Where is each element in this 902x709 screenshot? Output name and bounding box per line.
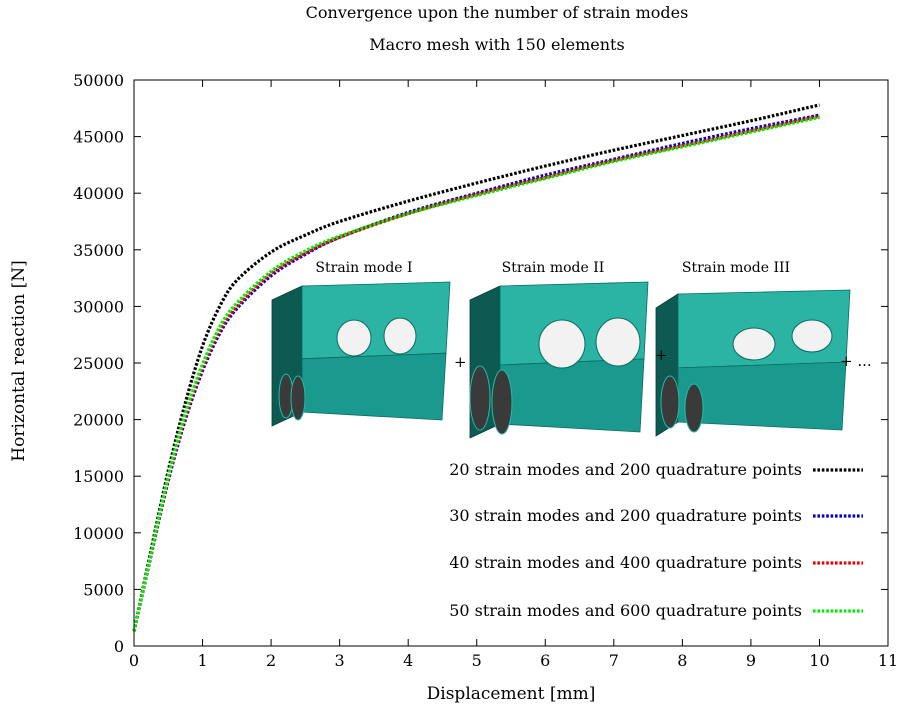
strain-mode-2-graphic bbox=[469, 281, 649, 439]
x-tick-label: 6 bbox=[540, 651, 550, 670]
y-tick-label: 0 bbox=[114, 637, 124, 656]
series-line-1 bbox=[132, 103, 820, 632]
y-tick-label: 45000 bbox=[73, 128, 124, 147]
y-tick-label: 50000 bbox=[73, 71, 124, 90]
x-tick-label: 1 bbox=[197, 651, 207, 670]
y-axis-label: Horizontal reaction [N] bbox=[9, 260, 29, 461]
y-tick-label: 30000 bbox=[73, 297, 124, 316]
y-tick-label: 15000 bbox=[73, 467, 124, 486]
series-line-4 bbox=[132, 115, 820, 632]
x-axis-label: Displacement [mm] bbox=[427, 684, 596, 704]
x-tick-label: 7 bbox=[609, 651, 619, 670]
x-tick-label: 8 bbox=[677, 651, 687, 670]
legend: 20 strain modes and 200 quadrature point… bbox=[449, 460, 863, 620]
plus-sign-3: + ... bbox=[840, 352, 872, 370]
strain-mode-label-2: Strain mode II bbox=[502, 260, 605, 276]
strain-modes-inset: Strain mode I Strain mode II Strain mode I… bbox=[271, 260, 872, 439]
x-tick-label: 10 bbox=[809, 651, 829, 670]
y-tick-label: 20000 bbox=[73, 411, 124, 430]
plus-sign-2: + bbox=[655, 346, 668, 364]
x-tick-label: 2 bbox=[266, 651, 276, 670]
strain-mode-label-1: Strain mode I bbox=[315, 260, 412, 276]
legend-label-3: 40 strain modes and 400 quadrature point… bbox=[449, 553, 802, 572]
plus-sign-1: + bbox=[454, 353, 467, 371]
chart-subtitle: Macro mesh with 150 elements bbox=[369, 35, 624, 54]
x-tick-label: 3 bbox=[335, 651, 345, 670]
axis-ticks: 0 1 2 3 4 5 6 7 8 9 10 11 0 5000 10000 15000 20000 25000 3… bbox=[73, 71, 898, 670]
x-tick-label: 9 bbox=[746, 651, 756, 670]
legend-label-4: 50 strain modes and 600 quadrature point… bbox=[449, 601, 802, 620]
y-tick-label: 5000 bbox=[83, 580, 124, 599]
series-group bbox=[132, 103, 820, 632]
x-tick-label: 5 bbox=[472, 651, 482, 670]
y-tick-label: 40000 bbox=[73, 184, 124, 203]
y-tick-label: 25000 bbox=[73, 354, 124, 373]
y-tick-label: 35000 bbox=[73, 241, 124, 260]
strain-mode-label-3: Strain mode III bbox=[682, 260, 790, 276]
strain-mode-1-graphic bbox=[271, 281, 451, 427]
legend-label-2: 30 strain modes and 200 quadrature point… bbox=[449, 506, 802, 525]
x-tick-label: 11 bbox=[878, 651, 898, 670]
legend-label-1: 20 strain modes and 200 quadrature point… bbox=[449, 460, 802, 479]
x-tick-label: 0 bbox=[129, 651, 139, 670]
x-tick-label: 4 bbox=[403, 651, 413, 670]
strain-mode-3-graphic bbox=[655, 289, 851, 437]
chart-title: Convergence upon the number of strain mo… bbox=[306, 3, 689, 22]
y-tick-label: 10000 bbox=[73, 524, 124, 543]
